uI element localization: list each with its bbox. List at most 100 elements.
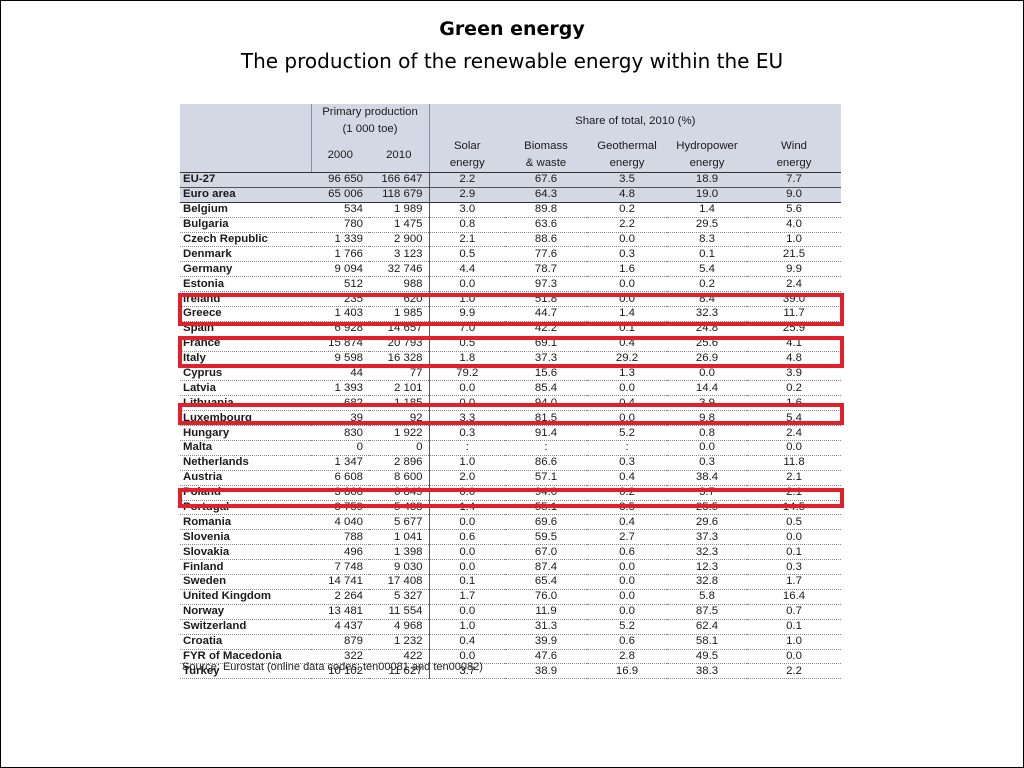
row-country-name: Turkey xyxy=(180,663,311,680)
table-cell: 0.0 xyxy=(747,529,842,546)
row-country-name: Norway xyxy=(180,604,311,620)
table-cell: 12.3 xyxy=(667,559,747,576)
table-cell: 16.9 xyxy=(587,663,667,680)
table-cell: 65 006 xyxy=(311,187,369,203)
table-cell: 3.9 xyxy=(747,366,842,382)
table-cell: 780 xyxy=(311,217,369,233)
header-year-2000: 2000 xyxy=(310,138,369,173)
highlight-box-italy-cyprus xyxy=(178,336,844,368)
table-cell: 1.0 xyxy=(747,232,842,248)
table-cell: 0.0 xyxy=(587,574,667,590)
table-cell: 988 xyxy=(369,276,430,293)
table-cell: 1.4 xyxy=(587,306,667,322)
table-cell: 1 475 xyxy=(369,217,430,233)
table-cell: 38.9 xyxy=(505,663,587,680)
table-cell: 32.3 xyxy=(667,544,747,561)
table-cell: 1.0 xyxy=(429,455,505,471)
table-cell: 0.5 xyxy=(429,246,505,263)
header-hydropower: Hydropower energy xyxy=(667,138,747,173)
table-cell: : xyxy=(505,440,587,456)
table-cell: 78.7 xyxy=(505,261,587,278)
table-cell: 2.2 xyxy=(747,663,842,680)
table-cell: 8 600 xyxy=(369,470,430,486)
table-cell: 2.1 xyxy=(429,232,505,248)
table-cell: 5 677 xyxy=(369,514,430,531)
table-cell: 1.7 xyxy=(429,589,505,605)
table-cell: 0.0 xyxy=(587,559,667,576)
table-cell: 11.7 xyxy=(747,306,842,322)
table-cell: 11.8 xyxy=(747,455,842,471)
table-cell: 8.3 xyxy=(667,232,747,248)
table-cell: 20 793 xyxy=(369,336,430,352)
row-country-name: Greece xyxy=(180,306,311,322)
table-cell: 69.1 xyxy=(505,336,587,352)
table-cell: 29.6 xyxy=(667,514,747,531)
table-cell: 2 264 xyxy=(311,589,369,605)
table-cell: 64.3 xyxy=(505,187,587,203)
table-cell: 9 094 xyxy=(311,261,369,278)
table-row: Cyprus 44 77 79.2 15.6 1.3 0.0 3.9 xyxy=(180,366,842,382)
table-row: Norway 13 481 11 554 0.0 11.9 0.0 87.5 0.7 xyxy=(180,604,842,620)
table-cell: 1 989 xyxy=(369,202,430,218)
table-row: Denmark 1 766 3 123 0.5 77.6 0.3 0.1 21.5 xyxy=(180,246,842,263)
row-country-name: Austria xyxy=(180,470,311,486)
table-cell: 0 xyxy=(369,440,430,456)
row-country-name: Cyprus xyxy=(180,366,311,382)
table-cell: 77.6 xyxy=(505,246,587,263)
header-geothermal: Geothermal energy xyxy=(587,138,667,173)
table-cell: 830 xyxy=(311,425,369,442)
table-cell: 0.0 xyxy=(429,380,505,397)
table-cell: 5.2 xyxy=(587,425,667,442)
table-cell: 422 xyxy=(369,649,430,665)
table-cell: 0.0 xyxy=(429,559,505,576)
table-cell: 2.1 xyxy=(747,470,842,486)
row-country-name: Czech Republic xyxy=(180,232,311,248)
table-cell: 1.0 xyxy=(429,619,505,635)
table-cell: 2.2 xyxy=(587,217,667,233)
table-cell: 14 741 xyxy=(311,574,369,590)
table-cell: 0.0 xyxy=(587,589,667,605)
table-cell: : xyxy=(429,440,505,456)
table-cell: 1.4 xyxy=(667,202,747,218)
table-row: Czech Republic 1 339 2 900 2.1 88.6 0.0 8.3 1.0 xyxy=(180,232,842,248)
table-cell: 0.0 xyxy=(429,604,505,620)
table-cell: 26.9 xyxy=(667,351,747,367)
header-share: Share of total, 2010 (%) xyxy=(428,104,842,138)
table-row: Netherlands 1 347 2 896 1.0 86.6 0.3 0.3 11.8 xyxy=(180,455,842,471)
table-cell: 10 102 xyxy=(311,663,369,680)
row-country-name: Estonia xyxy=(180,276,311,293)
table-cell: 11.9 xyxy=(505,604,587,620)
table-cell: 879 xyxy=(311,634,369,650)
table-row: Hungary 830 1 922 0.3 91.4 5.2 0.8 2.4 xyxy=(180,425,842,442)
table-cell: 44 xyxy=(311,366,369,382)
table-cell: 1 766 xyxy=(311,246,369,263)
table-cell: 0.0 xyxy=(429,276,505,293)
table-cell: 89.8 xyxy=(505,202,587,218)
table-cell: 47.6 xyxy=(505,649,587,665)
table-cell: 85.4 xyxy=(505,380,587,397)
row-country-name: Croatia xyxy=(180,634,311,650)
table-cell: 0.1 xyxy=(747,544,842,561)
header-year-2010: 2010 xyxy=(369,138,429,173)
table-cell: 15.6 xyxy=(505,366,587,382)
table-cell: 38.3 xyxy=(667,663,747,680)
table-cell: 2.2 xyxy=(429,172,505,188)
table-cell: 7 748 xyxy=(311,559,369,576)
table-cell: 88.6 xyxy=(505,232,587,248)
table-cell: 0.0 xyxy=(587,232,667,248)
table-cell: 57.1 xyxy=(505,470,587,486)
row-country-name: Denmark xyxy=(180,246,311,263)
table-cell: 0.4 xyxy=(587,470,667,486)
table-cell: 58.1 xyxy=(667,634,747,650)
table-cell: 65.4 xyxy=(505,574,587,590)
table-cell: 62.4 xyxy=(667,619,747,635)
table-cell: 0.8 xyxy=(429,217,505,233)
table-row: Finland 7 748 9 030 0.0 87.4 0.0 12.3 0.3 xyxy=(180,559,842,576)
table-cell: 5.8 xyxy=(667,589,747,605)
table-cell: 9.9 xyxy=(429,306,505,322)
table-cell: 9 030 xyxy=(369,559,430,576)
table-cell: 11 627 xyxy=(369,663,430,680)
table-cell: 25.6 xyxy=(667,336,747,352)
table-row: Germany 9 094 32 746 4.4 78.7 1.6 5.4 9.9 xyxy=(180,261,842,278)
table-cell: 0.0 xyxy=(747,649,842,665)
